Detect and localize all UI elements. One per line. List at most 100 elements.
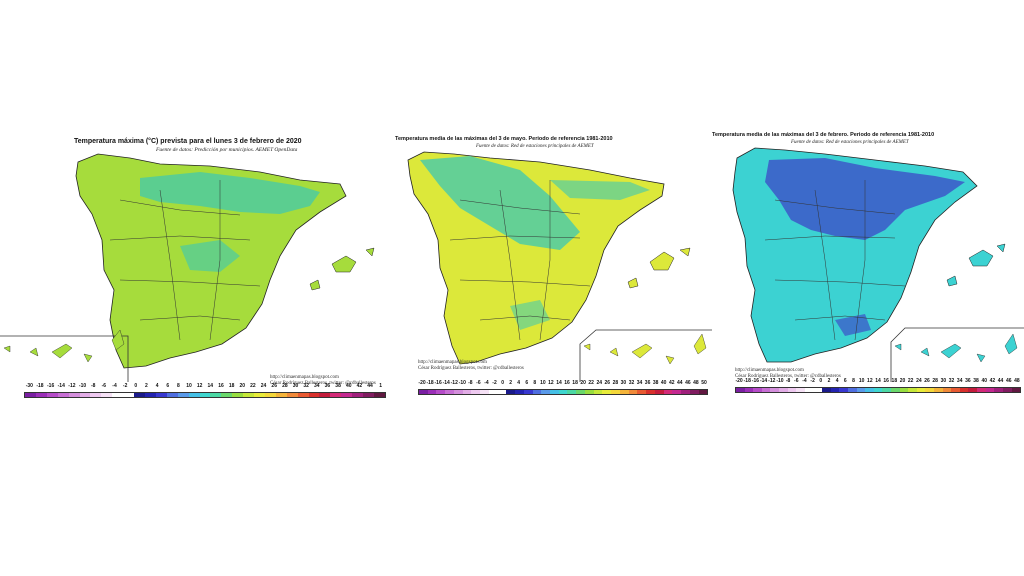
canary-islands-inset [0, 329, 129, 382]
scale-tick-label: -10 [78, 383, 87, 389]
scale-tick-label: -4 [112, 383, 117, 389]
scale-tick-label: 6 [843, 378, 847, 384]
scale-tick-label: 46 [1005, 378, 1012, 384]
scale-swatch [959, 388, 969, 392]
scale-tick-label: -2 [122, 383, 128, 389]
scale-tick-label: -6 [101, 383, 107, 389]
peninsula-shape [732, 147, 978, 363]
scale-tick-label: 24 [916, 378, 922, 384]
scale-swatch [497, 390, 507, 394]
credit-author: César Rodríguez Ballesteros, twitter: @c… [270, 381, 376, 386]
scale-tick-label: 20 [899, 378, 906, 384]
scale-tick-label: 8 [852, 378, 855, 384]
scale-tick-label: 34 [956, 378, 963, 384]
scale-swatch [646, 390, 655, 394]
scale-swatch [308, 393, 320, 397]
scale-swatch [35, 393, 47, 397]
scale-tick-label: -18 [743, 378, 751, 384]
scale-swatch [90, 393, 102, 397]
scale-tick-label: 18 [891, 378, 898, 384]
scale-swatch [873, 388, 883, 392]
map-credit: http://climaenmapas.blogspot.com César R… [270, 375, 376, 387]
scale-tick-label: 12 [548, 380, 554, 386]
balearic-islands [627, 247, 691, 289]
color-scale: -20 -18 -16 -14 -12 -10 -8 -6 -4 -2 0 2 4 6 8 10 12 14 16 1… [418, 380, 708, 398]
canary-islands-inset [890, 327, 1024, 382]
scale-tick-label: 30 [292, 383, 299, 389]
scale-swatch [506, 390, 516, 394]
scale-tick-label: 18 [572, 380, 578, 386]
scale-swatch [68, 393, 80, 397]
scale-tick-label: 2 [145, 383, 148, 389]
scale-tick-label: -2 [492, 380, 497, 386]
spain-map [407, 151, 712, 382]
scale-swatch [480, 390, 489, 394]
scale-tick-label: 28 [282, 383, 288, 389]
scale-swatch [689, 390, 699, 394]
scale-tick-label: -12 [450, 380, 458, 386]
scale-tick-label: 36 [965, 378, 971, 384]
scale-swatch [488, 390, 498, 394]
scale-tick-label: -20 [418, 380, 426, 386]
scale-tick-label: 1 [379, 383, 383, 389]
scale-tick-label: 18 [228, 383, 235, 389]
scale-bar [24, 392, 386, 398]
scale-swatch [672, 390, 682, 394]
scale-swatch [942, 388, 952, 392]
scale-swatch [1011, 388, 1021, 392]
scale-tick-label: -14 [759, 378, 768, 384]
scale-tick-label: 10 [540, 380, 546, 386]
scale-bar [418, 389, 708, 395]
scale-swatch [319, 393, 331, 397]
scale-swatch [968, 388, 978, 392]
scale-swatch [804, 388, 814, 392]
scale-tick-label: 34 [314, 383, 320, 389]
scale-swatch [779, 388, 788, 392]
scale-swatch [177, 393, 189, 397]
scale-tick-label: 8 [533, 380, 537, 386]
scale-swatch [908, 388, 917, 392]
scale-tick-label: -6 [476, 380, 481, 386]
scale-swatch [275, 393, 287, 397]
scale-swatch [363, 393, 374, 397]
scale-swatch [787, 388, 797, 392]
scale-swatch [567, 390, 577, 394]
scale-tick-label: 42 [668, 380, 675, 386]
balearic-islands [946, 243, 1006, 287]
scale-tick-label: 32 [628, 380, 635, 386]
scale-swatch [427, 390, 437, 394]
scale-tick-label: -8 [785, 378, 791, 384]
peninsula-shape [407, 151, 665, 365]
scale-tick-label: 14 [207, 383, 214, 389]
scale-swatch [654, 390, 664, 394]
scale-tick-label: 6 [525, 380, 529, 386]
scale-tick-label: 40 [981, 378, 987, 384]
scale-swatch [813, 388, 823, 392]
scale-tick-label: 26 [271, 383, 277, 389]
map-title: Temperatura máxima (°C) prevista para el… [74, 138, 302, 145]
scale-tick-label: 40 [345, 383, 352, 389]
scale-tick-label: 2 [827, 378, 831, 384]
color-scale: -20 -18 -16 -14 -12 -10 -8 -6 -4 -2 0 2 4 6 8 10 12 14 16 1… [735, 378, 1021, 396]
scale-swatch [916, 388, 926, 392]
scale-tick-label: 48 [1014, 378, 1020, 384]
scale-swatch [839, 388, 848, 392]
scale-swatch [822, 388, 831, 392]
scale-tick-label: -12 [768, 378, 776, 384]
scale-tick-label: -16 [751, 378, 760, 384]
peninsula-shape [75, 153, 347, 369]
scale-swatch [79, 393, 91, 397]
map-title: Temperatura media de las máximas del 3 d… [395, 136, 613, 142]
scale-tick-label: 12 [867, 378, 873, 384]
scale-tick-label: 16 [883, 378, 889, 384]
scale-swatch [297, 393, 309, 397]
scale-swatch [166, 393, 178, 397]
scale-tick-label: 42 [989, 378, 996, 384]
scale-swatch [264, 393, 276, 397]
scale-tick-label: 32 [948, 378, 955, 384]
scale-tick-label: 44 [677, 380, 683, 386]
scale-tick-label: 20 [580, 380, 586, 386]
scale-tick-label: 28 [932, 378, 938, 384]
scale-swatch [188, 393, 200, 397]
scale-swatch [123, 393, 135, 397]
